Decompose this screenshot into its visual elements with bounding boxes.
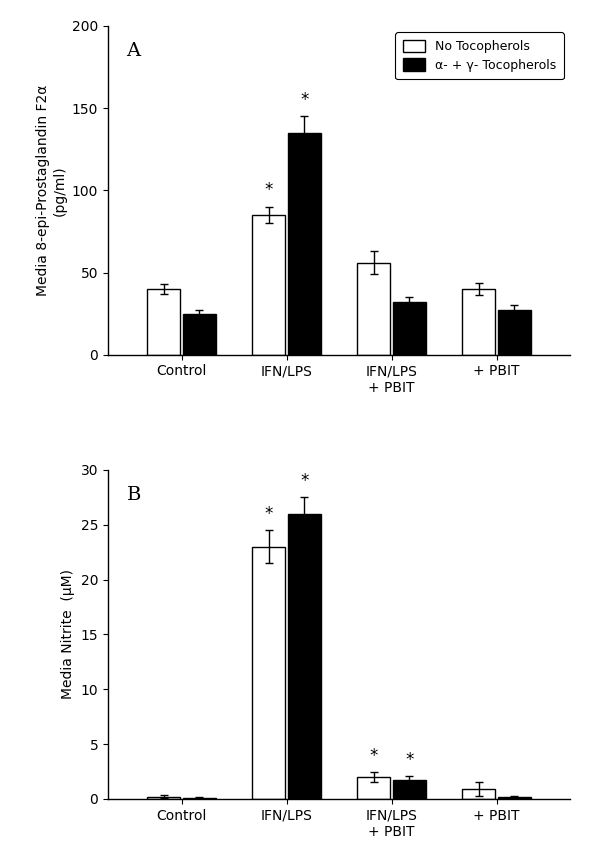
Bar [462,289,496,355]
Bar [357,263,391,355]
Bar [392,780,426,799]
Text: *: * [265,181,273,199]
Bar [182,798,216,799]
Bar [287,514,321,799]
Bar [287,132,321,355]
Bar [357,777,391,799]
Bar [252,546,286,799]
Text: *: * [300,472,308,490]
Text: *: * [405,751,413,769]
Y-axis label: Media 8-epi-Prostaglandin F2α
(pg/ml): Media 8-epi-Prostaglandin F2α (pg/ml) [36,84,67,296]
Y-axis label: Media Nitrite  (μM): Media Nitrite (μM) [61,570,75,699]
Text: *: * [300,91,308,109]
Legend: No Tocopherols, α- + γ- Tocopherols: No Tocopherols, α- + γ- Tocopherols [395,32,564,79]
Text: *: * [265,505,273,523]
Bar [497,310,531,355]
Bar [182,314,216,355]
Bar [147,796,181,799]
Bar [462,789,496,799]
Text: A: A [127,42,140,60]
Bar [392,302,426,355]
Bar [252,215,286,355]
Text: B: B [127,486,141,504]
Bar [147,289,181,355]
Text: *: * [370,746,378,765]
Bar [497,797,531,799]
